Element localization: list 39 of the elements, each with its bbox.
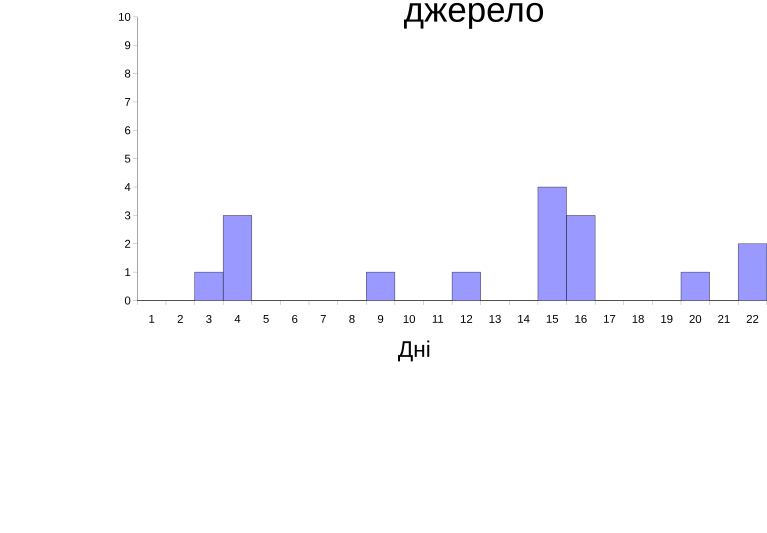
bar	[366, 272, 395, 300]
x-tick-label: 21	[718, 314, 730, 323]
x-tick-label: 9	[378, 314, 384, 323]
x-tick-label: 8	[349, 314, 355, 323]
y-tick-label: 7	[125, 98, 130, 106]
chart-title: джерело	[404, 2, 544, 29]
x-tick-label: 17	[604, 314, 616, 323]
x-tick-label: 4	[234, 314, 240, 323]
x-tick-label: 5	[263, 314, 269, 323]
x-tick-label: 6	[292, 314, 298, 323]
x-tick-label: 12	[460, 314, 472, 323]
x-tick-label: 16	[575, 314, 587, 323]
x-tick-label: 20	[690, 314, 702, 323]
x-tick-label: 18	[632, 314, 644, 323]
y-tick-label: 3	[124, 211, 130, 220]
bar	[738, 244, 767, 301]
bar	[452, 272, 481, 300]
y-tick-label: 8	[124, 70, 130, 78]
y-tick-label: 6	[125, 126, 130, 134]
x-tick-label: 7	[320, 314, 326, 323]
x-tick-label: 2	[178, 314, 183, 323]
y-tick-label: 5	[124, 154, 130, 163]
bar	[680, 272, 710, 300]
y-tick-label: 1	[125, 268, 130, 276]
y-tick-label: 4	[124, 183, 130, 191]
y-tick-label: 0	[124, 296, 130, 304]
x-axis-title: Дні	[398, 340, 430, 362]
x-tick-label: 10	[404, 314, 416, 323]
x-tick-label: 19	[661, 314, 672, 323]
x-tick-label: 3	[206, 314, 212, 323]
x-tick-label: 15	[546, 314, 558, 323]
x-tick-label: 11	[432, 314, 444, 323]
y-tick-label: 10	[119, 12, 130, 21]
x-tick-label: 14	[518, 314, 530, 323]
x-tick-label: 22	[746, 314, 758, 323]
x-tick-label: 13	[490, 314, 501, 323]
y-tick-label: 2	[125, 240, 130, 248]
y-tick-label: 9	[124, 41, 130, 50]
x-tick-label: 1	[149, 314, 154, 323]
